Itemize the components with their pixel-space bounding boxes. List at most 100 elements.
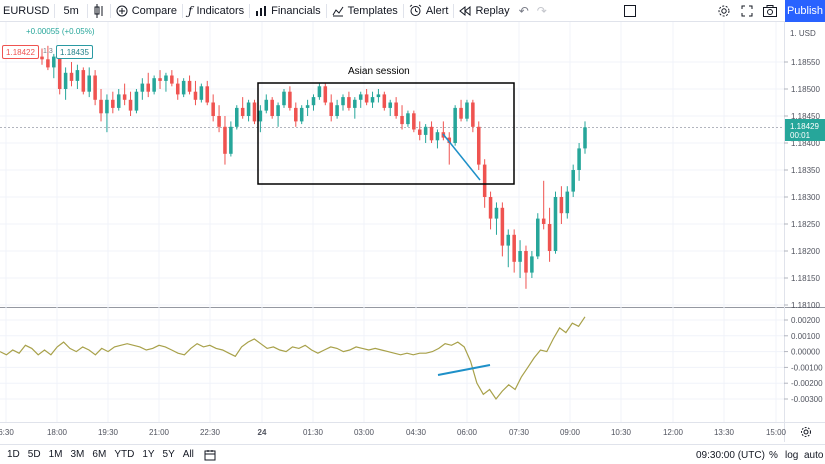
candle-body	[471, 102, 475, 127]
candle-body	[512, 234, 516, 262]
financials-button[interactable]: Financials	[250, 0, 326, 22]
candle-body	[494, 207, 499, 219]
divider	[54, 3, 56, 18]
range-button-6m[interactable]: 6M	[92, 449, 107, 460]
templates-icon	[332, 5, 344, 17]
legend: +0.00055 (+0.05%) 1.18422 1.3 1.18435	[2, 24, 112, 64]
range-button-1m[interactable]: 1M	[48, 449, 63, 460]
undo-button[interactable]: ↶	[515, 0, 533, 22]
candle-body	[181, 80, 186, 95]
alert-button[interactable]: Alert	[404, 0, 454, 22]
candle-body	[577, 148, 581, 170]
auto-toggle[interactable]: auto	[804, 445, 823, 464]
candle-body	[323, 86, 328, 103]
candle-body	[282, 91, 286, 106]
range-button-1d[interactable]: 1D	[7, 449, 20, 460]
chart-area[interactable]: Asian session 1. USD 1.18550 1.18500 1.1845…	[0, 22, 825, 442]
osc-tick-label: 0.00100	[791, 332, 820, 341]
financials-label: Financials	[271, 4, 321, 17]
candle-body	[229, 126, 233, 154]
candle-body	[364, 94, 369, 103]
settings-button[interactable]	[716, 3, 732, 19]
compare-button[interactable]: Compare	[111, 0, 182, 22]
osc-tick-label: -0.00200	[791, 379, 823, 388]
templates-button[interactable]: Templates	[327, 0, 403, 22]
candle-body	[429, 126, 434, 141]
candle-body	[152, 78, 156, 92]
clock-label: 09:30:00 (UTC)	[696, 449, 765, 461]
divider	[249, 3, 251, 18]
candle-body	[63, 72, 68, 89]
range-button-3m[interactable]: 3M	[70, 449, 85, 460]
range-button-5d[interactable]: 5D	[27, 449, 41, 460]
range-button-5y[interactable]: 5Y	[162, 449, 175, 460]
chart-type-button[interactable]	[88, 0, 110, 22]
log-toggle[interactable]: log	[785, 445, 798, 464]
undo-icon: ↶	[518, 3, 529, 18]
replay-button[interactable]: Replay	[454, 0, 514, 22]
buy-button[interactable]: 1.18435	[56, 45, 93, 59]
candle-body	[240, 107, 245, 116]
candle-body	[500, 207, 505, 246]
redo-icon: ↷	[536, 3, 547, 18]
candle-body	[122, 94, 127, 100]
candle-body	[335, 105, 339, 116]
oscillator-pane	[0, 316, 586, 401]
last-price-label: 1.18429	[790, 122, 819, 131]
bottom-toolbar: 1D 5D 1M 3M 6M YTD 1Y 5Y All 09:30:00 (UTC) % lo…	[0, 444, 825, 464]
range-button-all[interactable]: All	[182, 449, 194, 460]
buy-price: 1.18435	[60, 47, 89, 57]
bar-chart-icon	[255, 5, 267, 17]
percent-toggle[interactable]: %	[769, 445, 778, 464]
candle-body	[305, 105, 310, 108]
candle-body	[329, 102, 333, 116]
candle-body	[417, 129, 422, 135]
candle-body	[134, 91, 139, 111]
percent-label: %	[769, 449, 778, 461]
candle-body	[146, 83, 151, 92]
oscillator-trendline	[437, 364, 491, 376]
divider	[325, 3, 327, 18]
publish-button[interactable]: Publish	[785, 0, 825, 22]
osc-tick-label: 0.00000	[791, 348, 820, 357]
fullscreen-button[interactable]	[739, 3, 755, 19]
interval-button[interactable]: 5m	[55, 0, 86, 22]
divider	[86, 3, 88, 18]
candle-body	[311, 97, 316, 106]
range-button-1y[interactable]: 1Y	[142, 449, 155, 460]
price-trendline	[442, 133, 481, 181]
rewind-icon	[459, 5, 471, 16]
sell-button[interactable]: 1.18422	[2, 45, 39, 59]
candle-body	[175, 83, 180, 95]
candle-body	[559, 197, 564, 214]
divider	[453, 3, 455, 18]
candle-body	[547, 224, 552, 251]
time-tick-label: 6:30	[0, 428, 14, 437]
sell-price: 1.18422	[6, 47, 35, 57]
auto-label: auto	[804, 449, 824, 461]
chart-canvas[interactable]: Asian session 1. USD 1.18550 1.18500 1.1845…	[0, 22, 825, 442]
candle-body	[358, 94, 363, 100]
candle-body	[140, 83, 145, 92]
price-tick-label: 1.18200	[791, 247, 820, 256]
goto-date-button[interactable]	[204, 449, 216, 461]
candle-body	[187, 80, 192, 92]
snapshot-button[interactable]	[762, 3, 778, 19]
candle-body	[111, 99, 115, 108]
price-tick-label: 1.18500	[791, 85, 820, 94]
oscillator-axis: 0.00200 0.00100 0.00000 -0.00100 -0.00200 -0.…	[784, 316, 823, 404]
candle-body	[246, 102, 251, 116]
range-button-ytd[interactable]: YTD	[114, 449, 135, 460]
symbol-search-button[interactable]: EURUSD	[0, 0, 54, 22]
layout-select-button[interactable]	[622, 3, 638, 19]
publish-label: Publish	[786, 5, 824, 17]
price-axis: 1. USD 1.18550 1.18500 1.18450 1.18400 1.1835…	[784, 29, 825, 310]
clock-display[interactable]: 09:30:00 (UTC)	[696, 445, 765, 464]
price-tick-label: 1.18250	[791, 220, 820, 229]
redo-button[interactable]: ↷	[533, 0, 551, 22]
candle-body	[69, 72, 74, 81]
indicators-button[interactable]: ƒ Indicators	[183, 0, 249, 22]
candle-body	[465, 102, 469, 119]
divider	[109, 3, 111, 18]
candle-body	[347, 97, 351, 108]
